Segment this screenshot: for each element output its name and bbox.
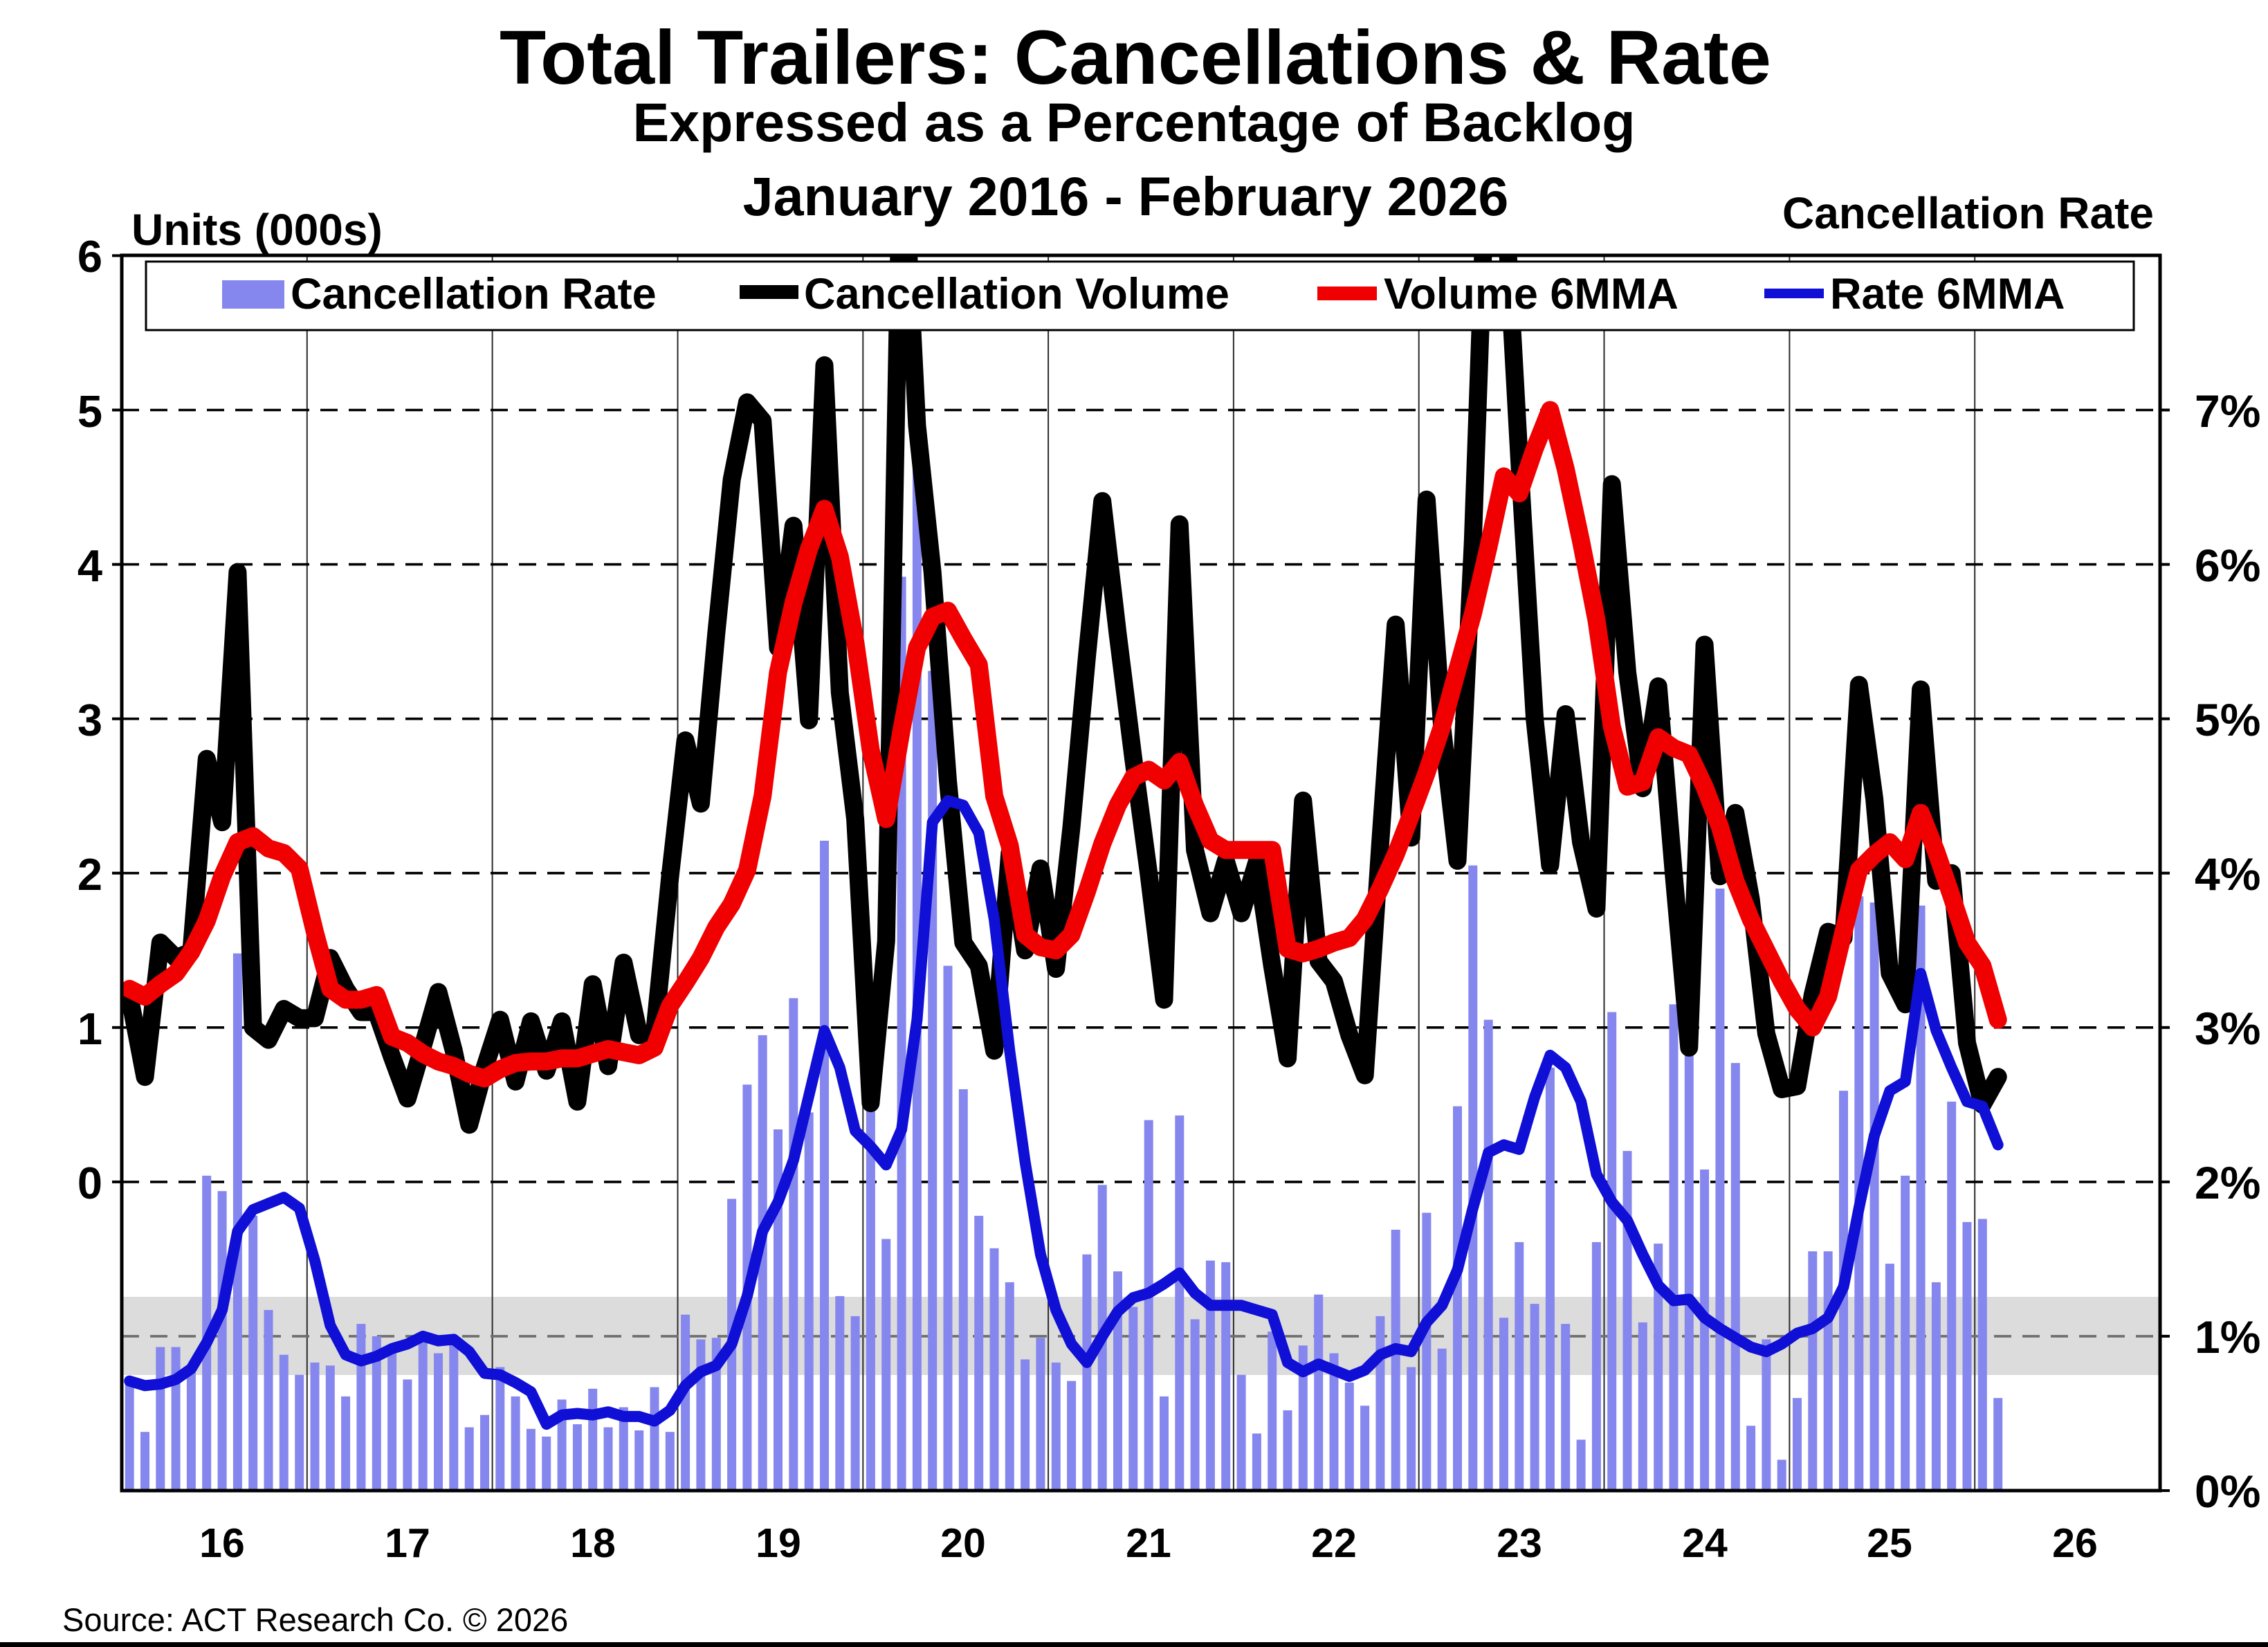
svg-text:23: 23: [1497, 1520, 1542, 1566]
svg-text:1: 1: [77, 1003, 102, 1054]
svg-text:Rate 6MMA: Rate 6MMA: [1830, 270, 2065, 318]
svg-text:2: 2: [77, 849, 102, 900]
svg-text:Cancellation Rate: Cancellation Rate: [1782, 188, 2154, 238]
svg-text:17: 17: [385, 1520, 430, 1566]
svg-text:19: 19: [756, 1520, 801, 1566]
svg-text:Total Trailers: Cancellations: Total Trailers: Cancellations & Rate: [500, 15, 1771, 100]
svg-text:0%: 0%: [2195, 1466, 2260, 1517]
svg-text:21: 21: [1126, 1520, 1171, 1566]
svg-text:16: 16: [199, 1520, 245, 1566]
svg-text:5%: 5%: [2195, 694, 2260, 745]
svg-text:Volume 6MMA: Volume 6MMA: [1384, 270, 1679, 318]
svg-text:Cancellation Rate: Cancellation Rate: [291, 270, 657, 318]
svg-text:4%: 4%: [2195, 848, 2260, 900]
svg-text:24: 24: [1682, 1520, 1728, 1566]
svg-text:20: 20: [940, 1520, 986, 1566]
svg-text:2%: 2%: [2195, 1157, 2260, 1208]
svg-text:Expressed as a Percentage of B: Expressed as a Percentage of Backlog: [632, 91, 1635, 153]
svg-text:Source: ACT Research Co. © 202: Source: ACT Research Co. © 2026: [62, 1601, 568, 1638]
svg-text:3: 3: [77, 695, 102, 745]
svg-text:7%: 7%: [2195, 385, 2260, 437]
svg-text:26: 26: [2052, 1520, 2098, 1566]
svg-text:4: 4: [77, 540, 102, 591]
svg-text:6%: 6%: [2195, 540, 2260, 591]
svg-text:0: 0: [77, 1158, 102, 1208]
svg-text:1%: 1%: [2195, 1311, 2260, 1363]
svg-text:18: 18: [570, 1520, 616, 1566]
svg-text:Cancellation Volume: Cancellation Volume: [804, 270, 1229, 318]
svg-text:6: 6: [77, 231, 102, 282]
svg-text:22: 22: [1311, 1520, 1357, 1566]
svg-text:25: 25: [1867, 1520, 1912, 1566]
svg-text:Units (000s): Units (000s): [131, 205, 383, 255]
svg-text:3%: 3%: [2195, 1003, 2260, 1054]
svg-text:5: 5: [77, 386, 102, 437]
svg-text:January 2016 - February 2026: January 2016 - February 2026: [743, 165, 1509, 227]
